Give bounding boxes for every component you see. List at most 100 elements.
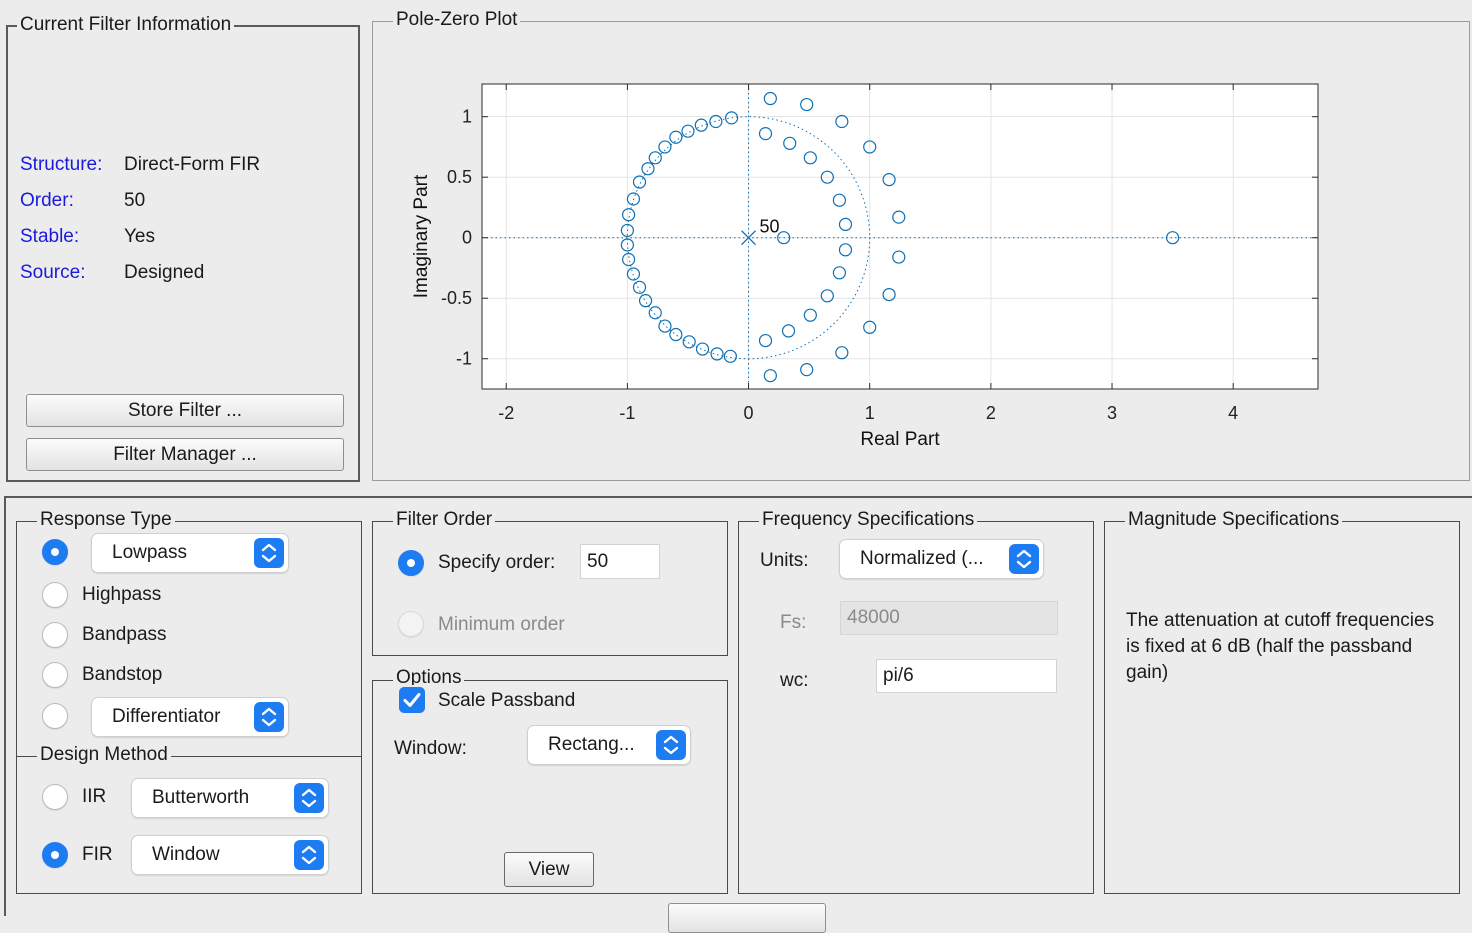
y-axis-label: Imaginary Part (411, 174, 432, 298)
differentiator-dropdown[interactable]: Differentiator (92, 698, 288, 736)
filter-order-panel: Filter Order (372, 509, 728, 656)
fir-label: FIR (82, 844, 113, 865)
zero-marker (803, 151, 817, 165)
differentiator-dropdown-value: Differentiator (112, 706, 221, 727)
store-filter-button[interactable]: Store Filter ... (26, 394, 344, 427)
zero-marker (820, 289, 834, 303)
source-label: Source: (20, 262, 86, 283)
zero-marker (892, 250, 906, 264)
units-dropdown-value: Normalized (... (860, 548, 984, 569)
zero-marker (758, 127, 773, 141)
design-method-title: Design Method (37, 744, 171, 766)
frequency-specs-panel: Frequency Specifications (738, 509, 1094, 894)
x-axis-label: Real Part (860, 429, 940, 450)
current-filter-title: Current Filter Information (17, 14, 235, 36)
zero-marker (648, 151, 662, 165)
bandstop-label: Bandstop (82, 664, 163, 685)
zero-marker (682, 335, 696, 349)
zero-marker (658, 140, 672, 154)
zero-marker (669, 130, 683, 144)
wc-input[interactable]: pi/6 (876, 659, 1057, 693)
specify-order-radio[interactable] (398, 550, 424, 576)
fir-radio[interactable] (42, 842, 68, 868)
response-type-panel: Response Type (16, 509, 362, 894)
bandpass-radio[interactable] (42, 622, 68, 648)
zero-marker (695, 342, 710, 356)
filter-manager-button[interactable]: Filter Manager ... (26, 438, 344, 471)
y-tick-label: 0 (462, 228, 472, 248)
x-tick-label: 0 (744, 403, 754, 423)
other-response-radio[interactable] (42, 703, 68, 729)
source-value: Designed (124, 262, 205, 283)
lowpass-dropdown-value: Lowpass (112, 542, 187, 563)
zero-marker (800, 363, 814, 377)
zero-marker (694, 118, 708, 132)
iir-method-value: Butterworth (152, 787, 250, 808)
zero-marker (763, 91, 777, 106)
design-filter-button[interactable] (668, 903, 826, 933)
chevron-updown-icon (294, 840, 324, 870)
lowpass-dropdown[interactable]: Lowpass (92, 534, 288, 572)
x-tick-label: -1 (619, 403, 635, 423)
x-tick-label: 4 (1228, 403, 1238, 423)
window-label: Window: (394, 738, 467, 759)
pole-multiplicity-label: 50 (760, 217, 780, 237)
zero-marker (863, 140, 877, 154)
zero-marker (681, 124, 695, 138)
scale-passband-label: Scale Passband (438, 690, 576, 711)
fir-method-dropdown[interactable]: Window (132, 836, 328, 874)
bandstop-radio[interactable] (42, 662, 68, 688)
zero-marker (622, 208, 636, 222)
magnitude-specs-title: Magnitude Specifications (1125, 509, 1343, 531)
magnitude-specs-note: The attenuation at cutoff frequencies is… (1126, 610, 1435, 683)
highpass-label: Highpass (82, 584, 162, 605)
y-tick-label: -1 (456, 349, 472, 369)
zero-marker (658, 319, 672, 333)
pole-zero-panel: Pole-Zero Plot (372, 9, 1470, 481)
zero-marker (803, 308, 817, 322)
x-tick-label: 2 (986, 403, 996, 423)
highpass-radio[interactable] (42, 582, 68, 608)
y-tick-label: 0.5 (447, 167, 472, 187)
zero-marker (620, 238, 634, 252)
frequency-specs-title: Frequency Specifications (759, 509, 978, 531)
x-tick-label: 3 (1107, 403, 1117, 423)
minimum-order-radio[interactable] (398, 611, 424, 637)
checkmark-icon (403, 693, 421, 707)
x-tick-label: -2 (498, 403, 514, 423)
zero-marker (1166, 231, 1180, 245)
lowpass-radio[interactable] (42, 539, 68, 565)
units-label: Units: (760, 550, 809, 571)
bandpass-label: Bandpass (82, 624, 167, 645)
plot-area (482, 84, 1318, 389)
zero-marker (832, 193, 847, 207)
iir-method-dropdown[interactable]: Butterworth (132, 779, 328, 817)
zero-marker (632, 175, 647, 189)
structure-label: Structure: (20, 154, 103, 175)
options-panel: Options (372, 667, 728, 894)
x-tick-label: 1 (865, 403, 875, 423)
minimum-order-label: Minimum order (438, 614, 565, 635)
fs-input[interactable]: 48000 (840, 601, 1058, 635)
zero-marker (832, 266, 847, 280)
iir-radio[interactable] (42, 784, 68, 810)
units-dropdown[interactable]: Normalized (... (840, 540, 1043, 578)
zero-marker (800, 97, 814, 112)
order-input[interactable]: 50 (580, 544, 660, 579)
scale-passband-checkbox[interactable] (399, 687, 425, 713)
chevron-updown-icon (254, 538, 284, 568)
window-dropdown-value: Rectang... (548, 734, 635, 755)
zero-marker (626, 267, 641, 281)
zero-marker (882, 287, 896, 302)
current-filter-panel: Current Filter Information (6, 14, 360, 482)
zero-marker (835, 346, 849, 360)
chevron-updown-icon (254, 702, 284, 732)
unit-circle (626, 116, 871, 360)
view-button[interactable]: View (504, 852, 594, 887)
zero-marker (638, 294, 653, 308)
zero-marker (724, 111, 739, 125)
order-value: 50 (124, 190, 146, 211)
window-dropdown[interactable]: Rectang... (528, 726, 690, 764)
order-label: Order: (20, 190, 74, 211)
wc-label: wc: (780, 670, 809, 691)
